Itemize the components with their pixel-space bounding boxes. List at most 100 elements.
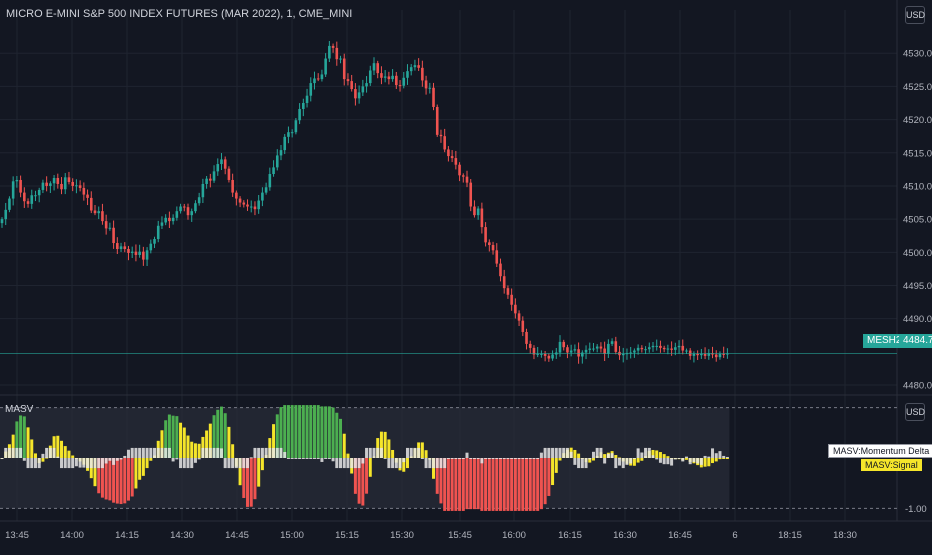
momentum-bar: [320, 458, 324, 462]
momentum-bar: [458, 458, 462, 459]
indicator-name[interactable]: MASV: [5, 404, 34, 415]
signal-bar: [495, 458, 499, 511]
signal-bar: [89, 458, 93, 479]
candle-body: [346, 79, 350, 82]
momentum-bar: [112, 458, 116, 465]
momentum-bar: [603, 458, 607, 464]
candle-body: [171, 217, 175, 222]
momentum-bar: [573, 458, 577, 465]
signal-bar: [588, 458, 592, 463]
price-tick-label: 4515.00: [903, 148, 932, 159]
momentum-bar: [89, 458, 93, 469]
candle-body: [320, 74, 324, 80]
signal-bar: [491, 458, 495, 511]
candle-body: [365, 83, 368, 87]
signal-bar: [487, 458, 491, 511]
momentum-bar: [324, 458, 328, 459]
signal-bar: [100, 458, 104, 498]
momentum-bar: [699, 458, 703, 465]
momentum-bar: [614, 458, 618, 469]
momentum-bar: [387, 458, 391, 469]
momentum-bar: [711, 448, 715, 458]
signal-bar: [115, 458, 119, 504]
momentum-bar: [212, 447, 216, 458]
candle-body: [681, 345, 685, 351]
last-price-tag: 4484.75: [899, 334, 932, 348]
momentum-bar: [223, 458, 227, 469]
signal-bar: [543, 458, 547, 505]
candle-body: [428, 87, 432, 89]
momentum-bar: [569, 451, 573, 458]
candle-body: [119, 246, 123, 249]
momentum-bar: [372, 447, 376, 458]
momentum-bar: [588, 458, 592, 460]
momentum-bar: [93, 458, 97, 469]
candle-body: [138, 251, 141, 255]
momentum-bar: [63, 458, 67, 469]
candle-body: [722, 353, 725, 355]
momentum-bar: [286, 458, 290, 459]
momentum-bar: [658, 458, 662, 463]
time-axis: 13:45 14:00 14:15 14:30 14:45 15:00 15:15 15:30…: [5, 530, 857, 541]
signal-bar: [361, 458, 365, 506]
signal-bar: [227, 426, 231, 458]
price-tick-label: 4510.00: [903, 181, 932, 192]
momentum-bar: [536, 458, 540, 459]
signal-bar: [320, 406, 324, 458]
momentum-bar: [7, 447, 11, 458]
signal-bar: [219, 406, 223, 458]
candle-body: [220, 159, 223, 165]
time-tick-label: 15:30: [390, 530, 414, 541]
time-tick-label: 18:30: [833, 530, 857, 541]
candle-body: [584, 349, 588, 353]
candle-body: [435, 106, 439, 135]
candle-body: [424, 80, 428, 89]
signal-bar: [603, 454, 607, 458]
momentum-bar: [52, 447, 56, 458]
momentum-bar: [145, 447, 149, 458]
candle-body: [223, 159, 227, 169]
candle-body: [406, 71, 409, 78]
momentum-bar: [301, 458, 305, 459]
candle-body: [395, 75, 398, 86]
candle-body: [56, 177, 60, 184]
momentum-bar: [208, 447, 212, 458]
currency-toggle-top[interactable]: USD: [905, 6, 925, 24]
signal-bar: [11, 434, 15, 458]
currency-toggle-bottom[interactable]: USD: [905, 403, 925, 421]
momentum-bar: [640, 452, 644, 458]
candle-body: [372, 63, 376, 71]
candle-body: [603, 348, 606, 354]
time-tick-label: 14:30: [170, 530, 194, 541]
candle-body: [484, 227, 487, 243]
momentum-bar: [353, 458, 357, 469]
candle-body: [216, 164, 220, 172]
signal-bar: [498, 458, 502, 511]
momentum-bar: [584, 458, 588, 469]
candle-body: [514, 304, 517, 314]
indicator-tick-label: -1.00: [905, 504, 927, 515]
momentum-bar: [15, 447, 19, 458]
candle-body: [246, 204, 249, 207]
candle-body: [361, 86, 365, 93]
price-tick-label: 4525.00: [903, 82, 932, 93]
momentum-bar: [138, 447, 142, 458]
signal-bar: [26, 427, 30, 458]
candle-body: [316, 78, 320, 80]
momentum-bar: [153, 447, 157, 458]
candle-body: [696, 353, 699, 356]
candle-body: [8, 198, 11, 210]
candle-body: [502, 276, 506, 289]
momentum-bar: [551, 447, 555, 458]
signal-bar: [539, 458, 543, 510]
signal-bar: [387, 439, 391, 458]
signal-bar: [93, 458, 97, 487]
candle-body: [130, 251, 134, 253]
candle-body: [461, 175, 465, 177]
candle-body: [156, 225, 160, 240]
candle-body: [595, 346, 599, 349]
momentum-bar: [171, 458, 175, 462]
momentum-bar: [398, 458, 402, 469]
